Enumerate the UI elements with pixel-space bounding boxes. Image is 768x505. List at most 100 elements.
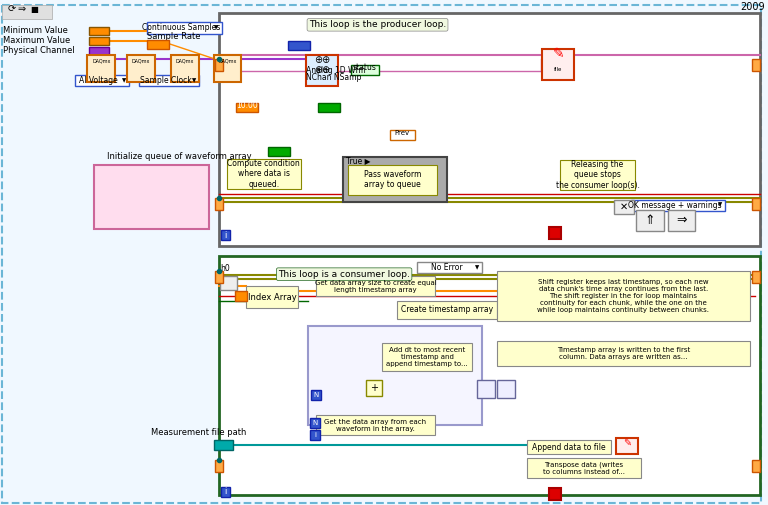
Bar bbox=[74, 75, 129, 86]
Bar bbox=[171, 55, 199, 82]
Bar bbox=[89, 27, 109, 35]
Bar bbox=[237, 104, 258, 112]
Bar bbox=[667, 210, 696, 231]
Bar bbox=[542, 48, 574, 80]
Bar bbox=[214, 440, 233, 450]
Bar bbox=[214, 271, 223, 283]
Text: Index Array: Index Array bbox=[248, 292, 296, 301]
Bar bbox=[94, 165, 209, 229]
Text: Continuous Samples: Continuous Samples bbox=[142, 23, 220, 32]
Bar bbox=[147, 22, 221, 34]
Text: DAQmx: DAQmx bbox=[132, 59, 151, 64]
Text: Initialize queue of waveform array: Initialize queue of waveform array bbox=[108, 153, 252, 162]
Text: Add dt to most recent
timestamp and
append timestamp to...: Add dt to most recent timestamp and appe… bbox=[386, 346, 468, 367]
Bar bbox=[752, 197, 760, 210]
Bar bbox=[316, 415, 435, 435]
Bar bbox=[214, 55, 241, 82]
Text: Transpose data (writes
to columns instead of...: Transpose data (writes to columns instea… bbox=[543, 461, 624, 475]
Text: ▼: ▼ bbox=[191, 78, 196, 83]
Bar bbox=[343, 157, 447, 201]
Bar bbox=[527, 458, 641, 478]
Bar bbox=[390, 130, 415, 140]
Text: ⊕⊕: ⊕⊕ bbox=[314, 66, 330, 75]
Text: ⟳: ⟳ bbox=[8, 4, 16, 14]
Text: Create timestamp array: Create timestamp array bbox=[401, 306, 493, 315]
Bar bbox=[497, 380, 515, 398]
Bar bbox=[247, 286, 298, 308]
Bar bbox=[139, 75, 199, 86]
Text: i: i bbox=[224, 487, 227, 496]
Bar bbox=[497, 341, 750, 366]
Bar bbox=[311, 390, 321, 400]
Bar bbox=[89, 37, 109, 44]
Text: Compute condition
where data is
queued.: Compute condition where data is queued. bbox=[227, 159, 300, 189]
Text: Maximum Value: Maximum Value bbox=[3, 36, 70, 45]
Bar bbox=[616, 438, 638, 454]
Text: status: status bbox=[353, 63, 376, 72]
Bar bbox=[214, 59, 223, 71]
Text: h0: h0 bbox=[220, 264, 230, 273]
Bar bbox=[220, 487, 230, 497]
Bar bbox=[214, 197, 223, 210]
Bar bbox=[636, 210, 664, 231]
Text: True ▶: True ▶ bbox=[346, 156, 370, 165]
Bar bbox=[561, 160, 635, 190]
Text: AI Voltage: AI Voltage bbox=[79, 76, 118, 85]
Text: ▼: ▼ bbox=[718, 203, 723, 208]
Text: Prev: Prev bbox=[395, 130, 410, 136]
Bar bbox=[527, 440, 611, 454]
Bar bbox=[549, 227, 561, 239]
Text: Get the data array from each
waveform in the array.: Get the data array from each waveform in… bbox=[324, 419, 426, 432]
Bar bbox=[614, 199, 634, 214]
Text: DAQmx: DAQmx bbox=[176, 59, 194, 64]
Text: ▼: ▼ bbox=[214, 25, 219, 30]
Bar bbox=[316, 276, 435, 296]
Text: ⇒: ⇒ bbox=[677, 214, 687, 227]
Bar bbox=[236, 291, 247, 301]
Bar bbox=[306, 55, 338, 86]
Bar bbox=[348, 165, 437, 195]
Bar bbox=[366, 380, 382, 396]
Bar bbox=[88, 55, 115, 82]
Text: Physical Channel: Physical Channel bbox=[3, 46, 74, 55]
Text: Analog 1D Wfm: Analog 1D Wfm bbox=[306, 66, 366, 75]
Bar bbox=[417, 262, 482, 273]
Text: ✎: ✎ bbox=[552, 47, 564, 62]
Text: Pass waveform
array to queue: Pass waveform array to queue bbox=[364, 170, 421, 189]
Text: Timestamp array is written to the first
column. Data arrays are written as...: Timestamp array is written to the first … bbox=[557, 346, 690, 360]
Bar bbox=[147, 40, 169, 48]
Bar bbox=[219, 257, 760, 495]
Text: ✕: ✕ bbox=[620, 201, 628, 212]
Text: No Error: No Error bbox=[431, 263, 462, 272]
Text: NChan NSamp: NChan NSamp bbox=[306, 73, 362, 82]
Text: Minimum Value: Minimum Value bbox=[3, 26, 68, 35]
Bar bbox=[477, 380, 495, 398]
Text: Releasing the
queue stops
the consumer loop(s).: Releasing the queue stops the consumer l… bbox=[556, 160, 640, 190]
Text: Shift register keeps last timestamp, so each new
data chunk's time array continu: Shift register keeps last timestamp, so … bbox=[538, 279, 710, 313]
Text: i: i bbox=[224, 231, 227, 240]
Text: ▼: ▼ bbox=[122, 78, 126, 83]
Text: Sample Clock: Sample Clock bbox=[140, 76, 192, 85]
Text: N: N bbox=[313, 420, 317, 426]
Text: This loop is a consumer loop.: This loop is a consumer loop. bbox=[278, 270, 410, 279]
Bar bbox=[127, 55, 155, 82]
Bar bbox=[220, 276, 237, 290]
Bar bbox=[631, 199, 725, 211]
Text: Sample Rate: Sample Rate bbox=[147, 32, 200, 41]
Text: +: + bbox=[369, 383, 378, 393]
Bar bbox=[397, 301, 497, 319]
Text: ⇑: ⇑ bbox=[644, 214, 655, 227]
Text: ⇒: ⇒ bbox=[18, 4, 26, 14]
Bar bbox=[220, 230, 230, 240]
Text: N: N bbox=[313, 392, 319, 398]
Text: file: file bbox=[554, 67, 562, 72]
Bar bbox=[752, 59, 760, 71]
Bar bbox=[752, 460, 760, 472]
Text: ✎: ✎ bbox=[623, 438, 631, 448]
Bar bbox=[288, 41, 310, 49]
Text: ⊕⊕: ⊕⊕ bbox=[314, 55, 330, 65]
Text: Measurement file path: Measurement file path bbox=[151, 428, 247, 437]
Bar bbox=[214, 460, 223, 472]
Bar bbox=[310, 418, 320, 428]
Text: OK message + warnings: OK message + warnings bbox=[628, 200, 722, 210]
